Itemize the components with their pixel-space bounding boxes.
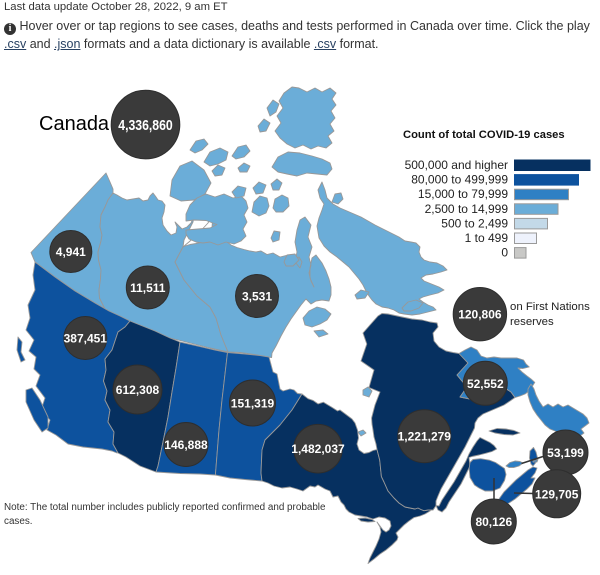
svg-text:Count of total COVID-19 cases: Count of total COVID-19 cases bbox=[403, 129, 565, 141]
svg-text:146,888: 146,888 bbox=[164, 438, 208, 452]
svg-text:500,000 and higher: 500,000 and higher bbox=[405, 158, 508, 172]
svg-text:3,531: 3,531 bbox=[242, 290, 272, 304]
svg-text:0: 0 bbox=[501, 246, 508, 260]
svg-text:reserves: reserves bbox=[510, 316, 554, 328]
svg-text:Canada: Canada bbox=[39, 113, 110, 135]
svg-text:4,941: 4,941 bbox=[56, 245, 86, 259]
svg-text:129,705: 129,705 bbox=[535, 487, 579, 501]
svg-text:80,000 to 499,999: 80,000 to 499,999 bbox=[411, 173, 508, 187]
svg-text:4,336,860: 4,336,860 bbox=[118, 117, 173, 134]
svg-text:1,221,279: 1,221,279 bbox=[398, 430, 452, 444]
svg-text:387,451: 387,451 bbox=[64, 332, 108, 346]
svg-text:80,126: 80,126 bbox=[475, 515, 512, 529]
svg-text:612,308: 612,308 bbox=[116, 383, 160, 397]
svg-text:151,319: 151,319 bbox=[231, 397, 275, 411]
svg-text:52,552: 52,552 bbox=[467, 377, 504, 391]
svg-text:500 to 2,499: 500 to 2,499 bbox=[441, 216, 508, 230]
svg-text:2,500 to 14,999: 2,500 to 14,999 bbox=[425, 202, 509, 216]
svg-text:15,000 to 79,999: 15,000 to 79,999 bbox=[418, 187, 508, 201]
svg-text:1 to 499: 1 to 499 bbox=[465, 231, 509, 245]
svg-text:53,199: 53,199 bbox=[547, 446, 584, 460]
svg-text:1,482,037: 1,482,037 bbox=[291, 442, 345, 456]
svg-text:120,806: 120,806 bbox=[458, 308, 502, 322]
svg-text:11,511: 11,511 bbox=[130, 281, 166, 295]
svg-text:on First Nations: on First Nations bbox=[510, 301, 590, 313]
